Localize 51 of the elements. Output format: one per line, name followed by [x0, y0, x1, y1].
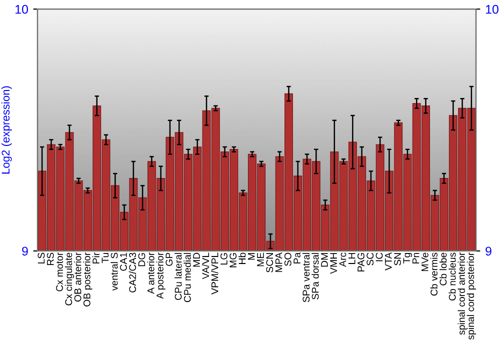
x-tick-label: SO [284, 252, 292, 266]
x-tick-label: SN [394, 253, 401, 266]
x-tick-label: Cb vermis [430, 252, 438, 296]
x-tick-label: Pn [412, 252, 420, 264]
x-tick-label: Arc [339, 252, 346, 267]
x-tick-label: A posterior [156, 252, 166, 299]
x-tick-label: Hb [238, 252, 246, 264]
x-tick-label: VPM/VPL [211, 252, 218, 294]
x-tick-label: Tg [403, 252, 412, 264]
x-tick-label: Pir [92, 252, 100, 264]
x-tick-label: SPa dorsal [312, 252, 319, 300]
x-tick-label: MD [193, 252, 200, 267]
x-tick-label: VA/VL [202, 252, 210, 280]
x-tick-label: DM [321, 253, 328, 267]
x-tick-label: Pa [294, 252, 300, 264]
x-tick-label: CPu lateral [174, 252, 182, 300]
x-tick-label: Cb nucleus [448, 252, 456, 300]
x-tick-label: RS [46, 252, 54, 266]
x-tick-label: SPa ventral [302, 252, 310, 302]
x-tick-label: ME [257, 252, 264, 266]
x-tick-label: SC [366, 252, 374, 266]
x-tick-label: spinal cord posterior [466, 252, 476, 340]
x-tick-label: MG [230, 253, 237, 268]
x-tick-label: LG [220, 253, 228, 265]
x-tick-label: IC [376, 252, 383, 262]
x-tick-label: CA1 [120, 252, 127, 271]
x-tick-label: LS [38, 252, 45, 264]
x-tick-label: SCN [266, 253, 274, 272]
x-tick-label: ventral S [110, 252, 118, 291]
x-tick-label: MPA [275, 252, 282, 272]
y2-tick-label: 9 [486, 246, 492, 256]
x-tick-label: CPu medial [184, 252, 191, 302]
x-tick-label: Tu [102, 252, 109, 264]
x-tick-label: Cx motor [56, 252, 63, 292]
x-tick-label: A anterior [147, 252, 154, 294]
x-tick-label: VMH [330, 253, 337, 274]
x-tick-label: PAG [358, 253, 364, 272]
x-tick-label: OB posterior [83, 252, 92, 306]
x-tick-label: Cx cingulate [64, 252, 74, 306]
x-tick-label: Cb lobe [439, 252, 447, 286]
x-tick-label: DG [138, 253, 146, 266]
x-tick-label: GP [166, 252, 173, 266]
x-tick-label: LH [348, 253, 356, 264]
y2-tick-label: 10 [486, 4, 498, 14]
x-tick-label: M [248, 253, 255, 260]
y-axis-title: Log2 (expression) [1, 86, 12, 174]
x-tick-label: spinal cord anterior [458, 252, 467, 335]
x-tick-label: MVe [422, 252, 428, 271]
x-tick-label: CA2/CA3 [128, 252, 136, 292]
x-tick-label: VTA [385, 252, 392, 270]
x-tick-label: OB anterior [74, 252, 82, 302]
